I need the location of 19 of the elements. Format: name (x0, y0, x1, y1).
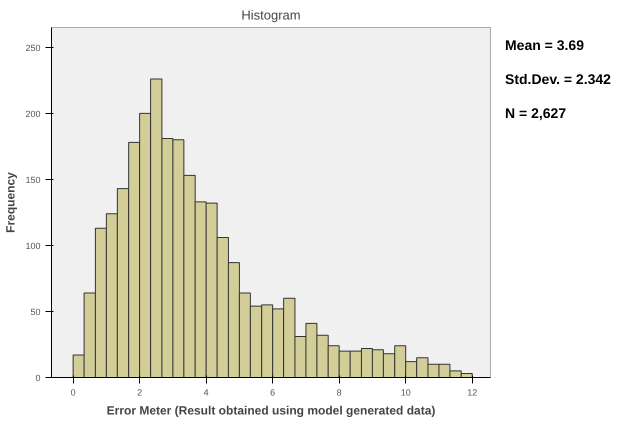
chart-title: Histogram (241, 8, 301, 22)
text: Mean = 3.69 (505, 36, 585, 55)
x-tick-label: 10 (400, 388, 411, 398)
x-tick-label: 4 (204, 388, 209, 398)
y-axis-title: Frequency (3, 172, 18, 233)
x-tick-label: 12 (467, 388, 478, 398)
x-tick-label: 0 (70, 388, 76, 398)
x-tick-label: 2 (137, 388, 142, 398)
y-tick-label: 0 (35, 373, 41, 383)
y-tick-label: 100 (25, 240, 41, 251)
x-tick-label: 8 (336, 388, 342, 398)
y-tick-label: 150 (25, 174, 41, 185)
x-tick-label: 6 (270, 388, 276, 398)
y-tick-label: 250 (25, 42, 41, 53)
x-axis-title: Error Meter (Result obtained using model generated data) (106, 404, 436, 418)
y-tick-label: 50 (30, 306, 41, 317)
text: Std.Dev. = 2.342 (505, 70, 611, 89)
text: N = 2,627 (505, 104, 568, 123)
y-tick-label: 200 (25, 108, 41, 119)
